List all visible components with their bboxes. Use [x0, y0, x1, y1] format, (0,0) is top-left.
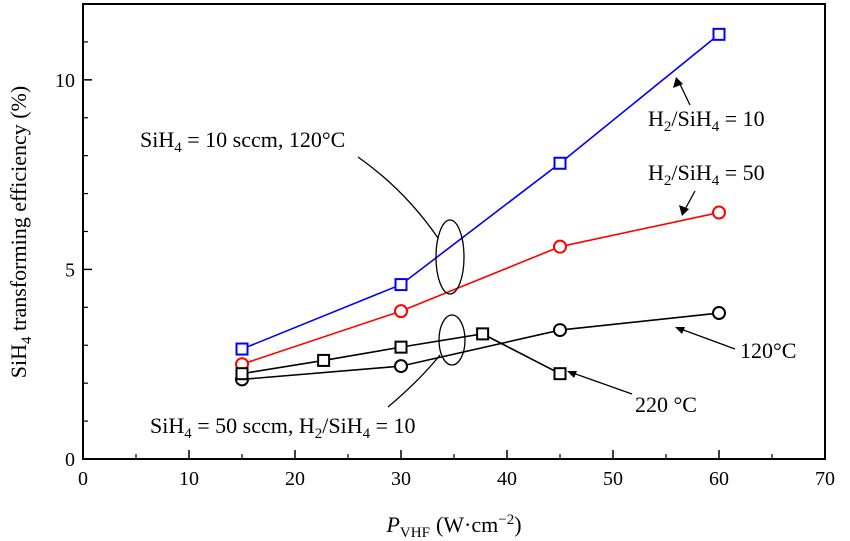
y-tick-label: 0 — [65, 449, 75, 471]
data-point — [476, 327, 490, 341]
data-point — [394, 340, 408, 354]
series-3 — [235, 327, 567, 381]
data-point — [712, 205, 726, 220]
x-tick-label: 30 — [391, 468, 411, 490]
plot-frame — [82, 3, 826, 460]
data-point — [235, 342, 249, 356]
x-tick-label: 20 — [285, 468, 305, 490]
series-1 — [235, 205, 726, 372]
annotation-group-top: SiH4 = 10 sccm, 120°C — [140, 127, 345, 156]
annotation-220c: 220 °C — [635, 392, 697, 417]
group-leader-bottom — [387, 354, 441, 408]
arrowhead-220 — [567, 371, 577, 378]
x-tick-label: 70 — [815, 468, 835, 490]
data-point — [712, 27, 726, 41]
data-point — [394, 359, 408, 374]
leader-120 — [677, 327, 736, 350]
data-point — [394, 278, 408, 292]
series-group — [235, 27, 726, 387]
axis-ticks — [82, 41, 826, 460]
annotation-group-bottom: SiH4 = 50 sccm, H2/SiH4 = 10 — [150, 413, 416, 442]
arrowhead-h2-50 — [679, 205, 689, 216]
data-point — [712, 306, 726, 321]
data-point — [553, 323, 567, 338]
series-line — [241, 33, 720, 350]
data-point — [553, 239, 567, 254]
annotation-120c: 120°C — [740, 338, 796, 363]
tick-labels: 0 10 20 30 40 50 60 70 0 5 10 — [55, 70, 835, 490]
series-2 — [235, 306, 726, 387]
x-tick-label: 10 — [179, 468, 199, 490]
data-point — [235, 367, 249, 381]
group-ellipse-top — [435, 219, 465, 295]
series-line — [241, 312, 720, 381]
series-line — [241, 211, 720, 365]
group-ellipse-bottom — [438, 314, 466, 366]
y-tick-label: 10 — [55, 70, 75, 92]
data-point — [394, 304, 408, 319]
annotation-h2-50: H2/SiH4 = 50 — [648, 160, 765, 189]
x-tick-label: 50 — [603, 468, 623, 490]
leader-220 — [569, 371, 633, 395]
series-0 — [235, 27, 726, 356]
data-point — [553, 156, 567, 170]
x-axis-title: PVHF (W·cm−2) — [385, 512, 521, 541]
arrowhead-h2-10 — [673, 77, 683, 88]
x-tick-label: 60 — [709, 468, 729, 490]
annotation-h2-10: H2/SiH4 = 10 — [648, 106, 765, 135]
group-leader-top — [357, 156, 439, 239]
y-tick-label: 5 — [65, 259, 75, 281]
annotation-leaders — [357, 77, 736, 408]
data-point — [317, 353, 331, 367]
x-tick-label: 0 — [78, 468, 88, 490]
data-point — [553, 367, 567, 381]
y-axis-title: SiH4 transforming efficiency (%) — [6, 86, 35, 378]
arrowhead-120 — [675, 327, 685, 334]
x-tick-label: 40 — [497, 468, 517, 490]
